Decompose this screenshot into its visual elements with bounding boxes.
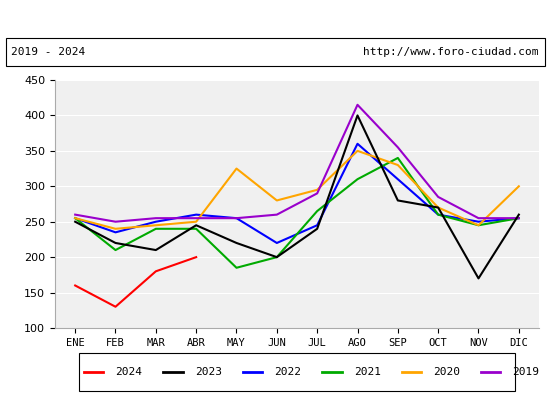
Text: 2020: 2020 [433, 367, 460, 377]
Text: 2019 - 2024: 2019 - 2024 [11, 47, 85, 57]
Text: 2024: 2024 [116, 367, 142, 377]
Text: 2022: 2022 [274, 367, 301, 377]
Text: 2023: 2023 [195, 367, 222, 377]
Text: Evolucion Nº Turistas Extranjeros en el municipio de Santa María de Cayón: Evolucion Nº Turistas Extranjeros en el … [26, 12, 524, 24]
Text: 2021: 2021 [354, 367, 381, 377]
FancyBboxPatch shape [79, 353, 515, 391]
Text: 2019: 2019 [513, 367, 540, 377]
Text: http://www.foro-ciudad.com: http://www.foro-ciudad.com [364, 47, 539, 57]
